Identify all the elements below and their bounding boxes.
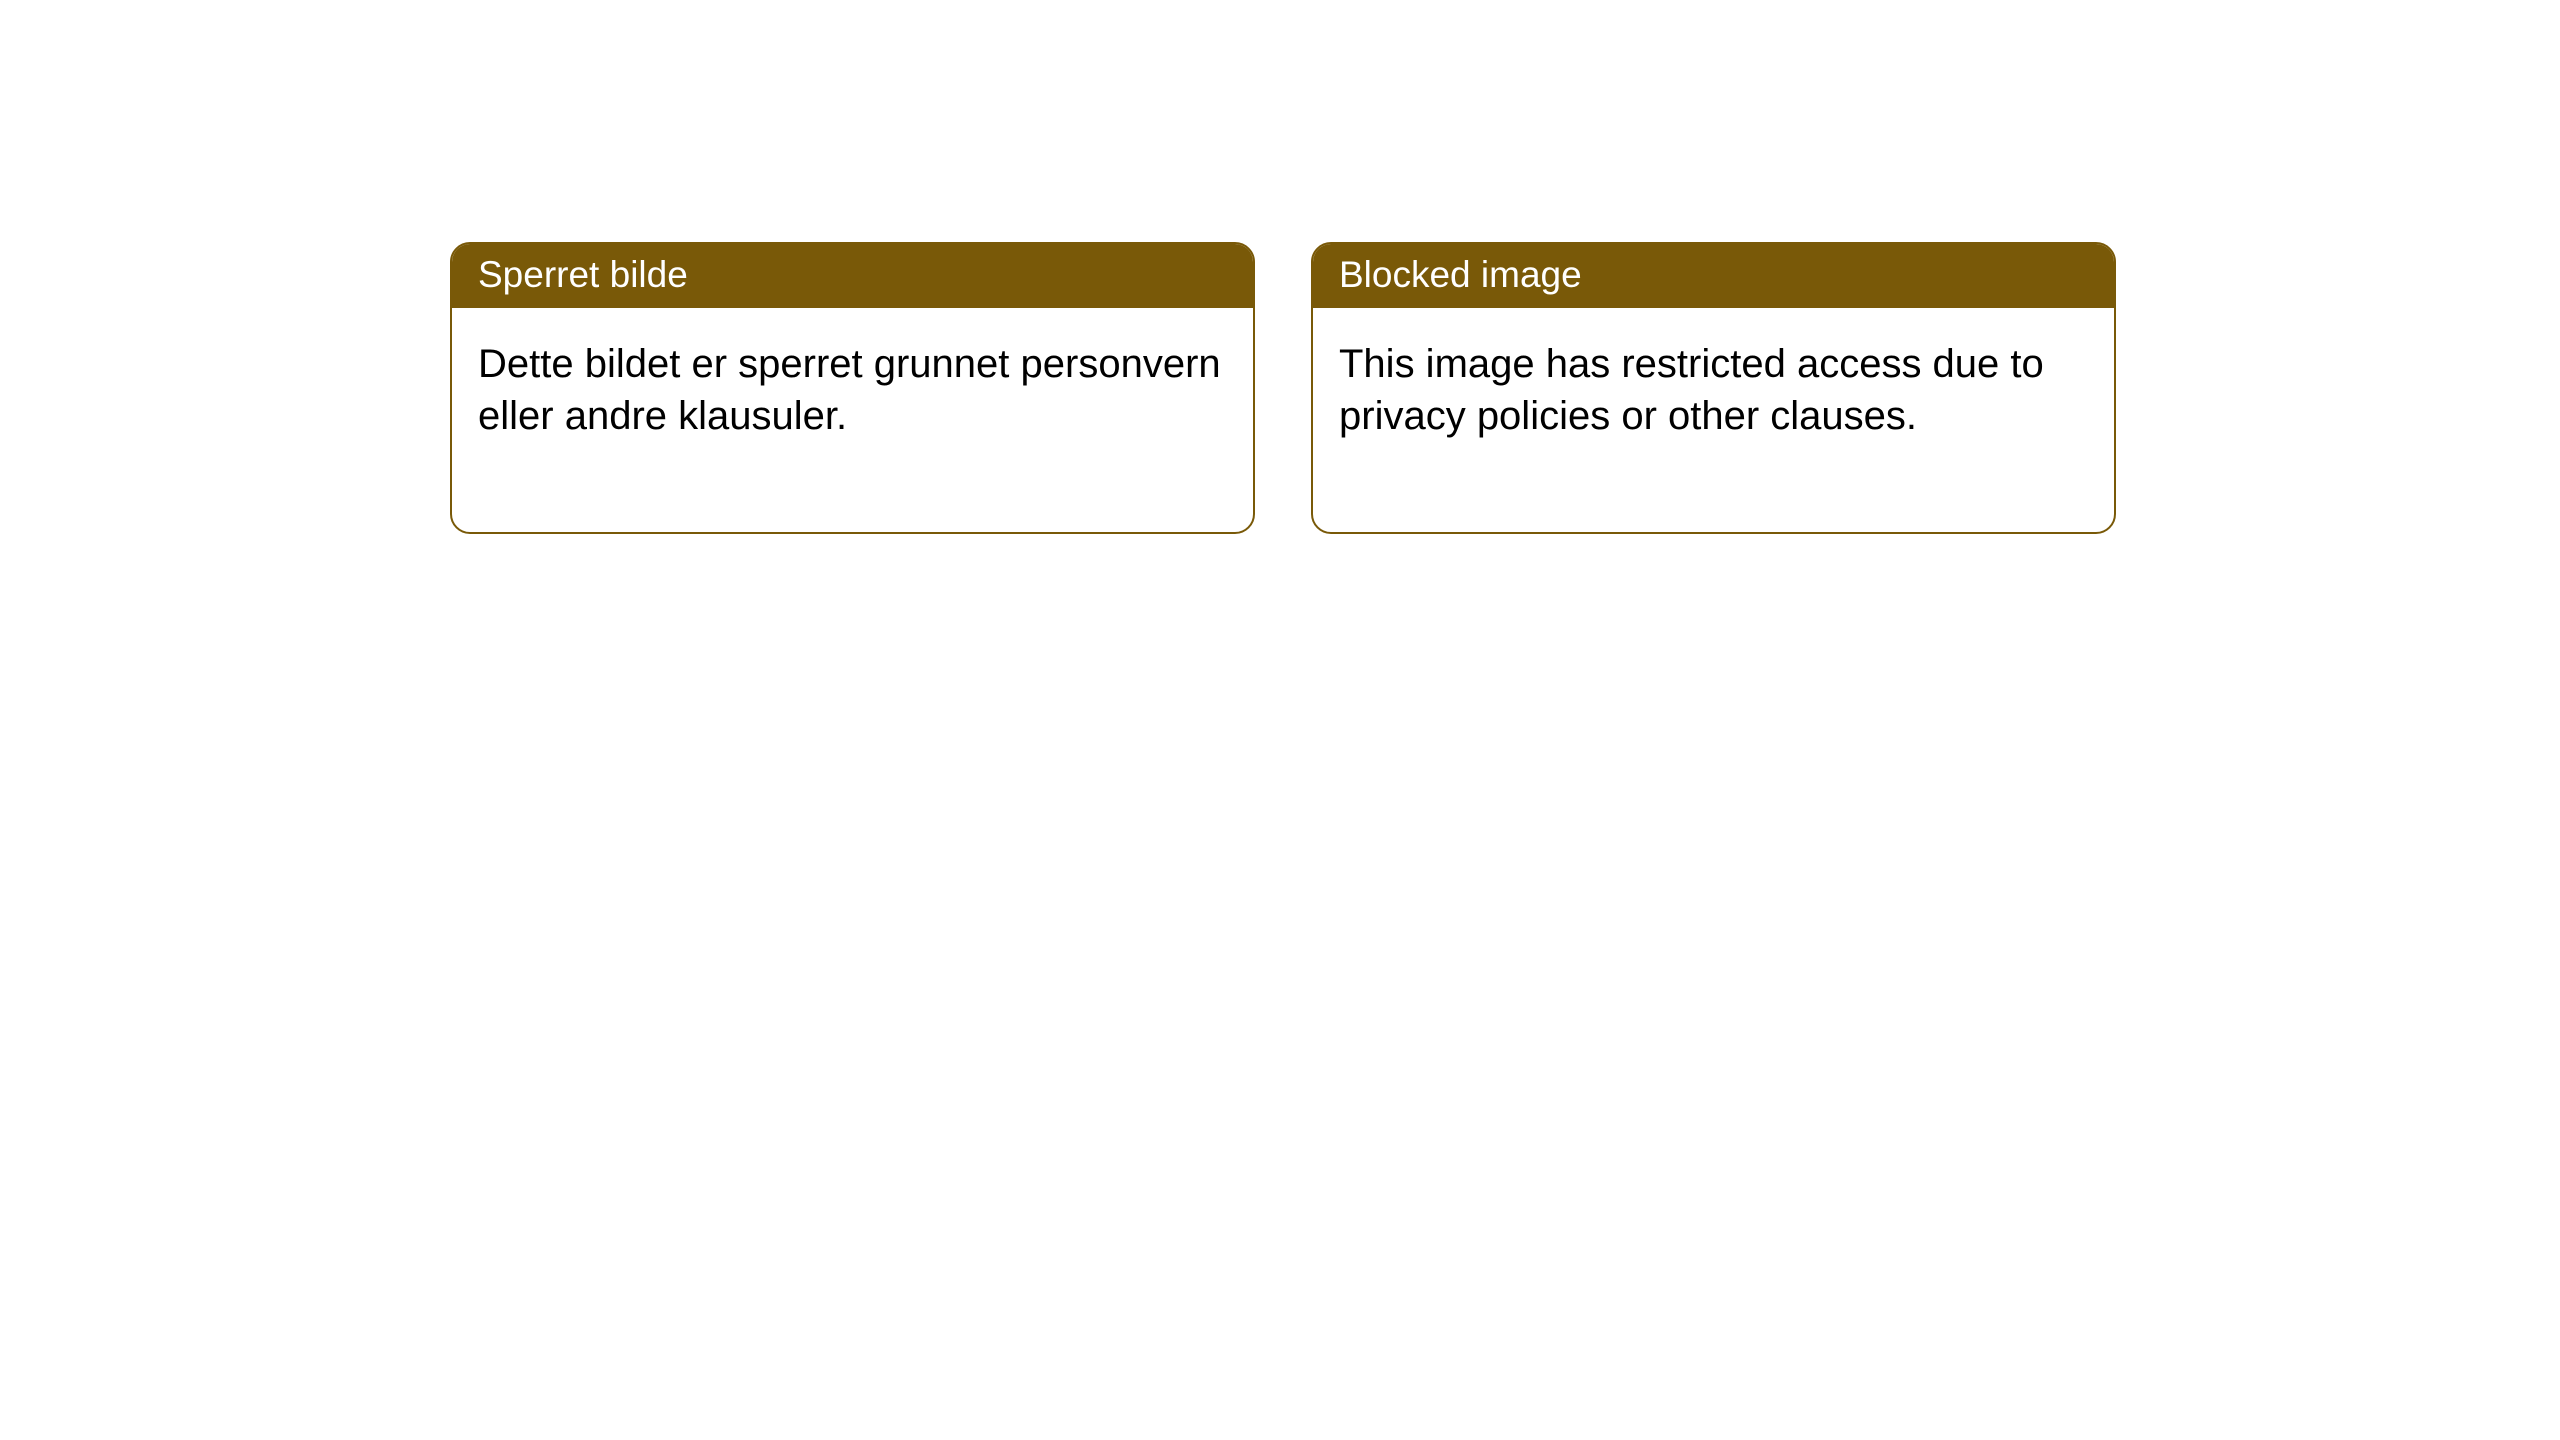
notice-header: Sperret bilde xyxy=(452,244,1253,308)
notice-box-norwegian: Sperret bilde Dette bildet er sperret gr… xyxy=(450,242,1255,534)
notice-header: Blocked image xyxy=(1313,244,2114,308)
notice-body: Dette bildet er sperret grunnet personve… xyxy=(452,308,1253,532)
notice-body: This image has restricted access due to … xyxy=(1313,308,2114,532)
notice-container: Sperret bilde Dette bildet er sperret gr… xyxy=(0,0,2560,534)
notice-box-english: Blocked image This image has restricted … xyxy=(1311,242,2116,534)
